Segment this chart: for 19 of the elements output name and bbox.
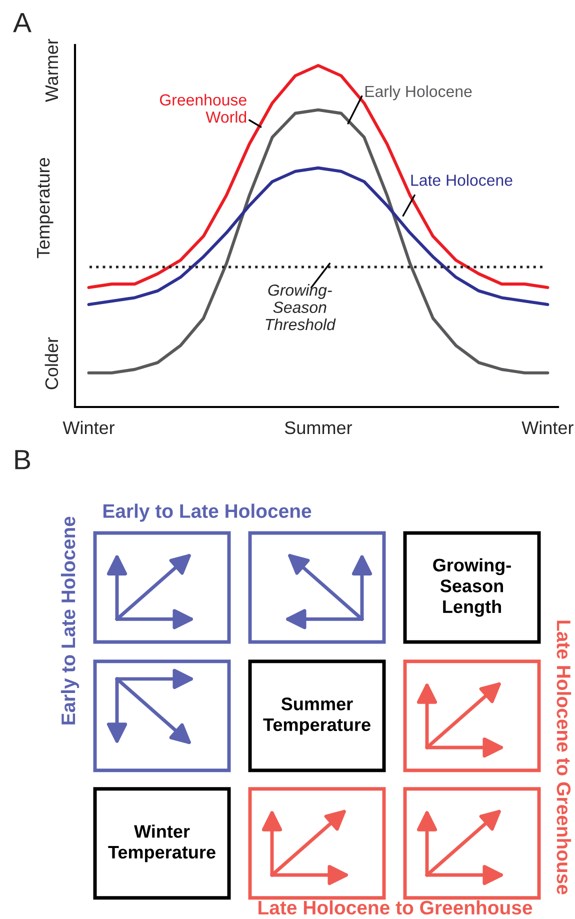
text: Winter Temperature bbox=[108, 824, 216, 862]
x-tick-label: Winter bbox=[62, 420, 115, 434]
x-tick-label: Winter bbox=[522, 420, 574, 434]
text: Summer Temperature bbox=[263, 698, 370, 735]
series-label: Late Holocene bbox=[411, 174, 512, 186]
text: B bbox=[15, 450, 30, 470]
series-label: Early Holocene bbox=[365, 85, 472, 100]
text: Early to Late Holocene bbox=[60, 516, 80, 724]
y-axis-title: Temperature bbox=[37, 158, 54, 258]
series-label: Greenhouse World bbox=[160, 94, 246, 123]
chart-title: A bbox=[13, 13, 32, 32]
x-tick-label: Summer bbox=[284, 421, 352, 434]
text: Late Holocene to Greenhouse bbox=[556, 620, 572, 894]
text: Colder bbox=[44, 337, 58, 390]
text: Warmer bbox=[46, 38, 58, 102]
text: Early to Late Holocene bbox=[103, 504, 312, 522]
text: Growing- Season Length bbox=[433, 558, 511, 617]
ref-line-label: Growing- Season Threshold bbox=[266, 284, 336, 330]
text: Late Holocene to Greenhouse bbox=[258, 900, 532, 915]
